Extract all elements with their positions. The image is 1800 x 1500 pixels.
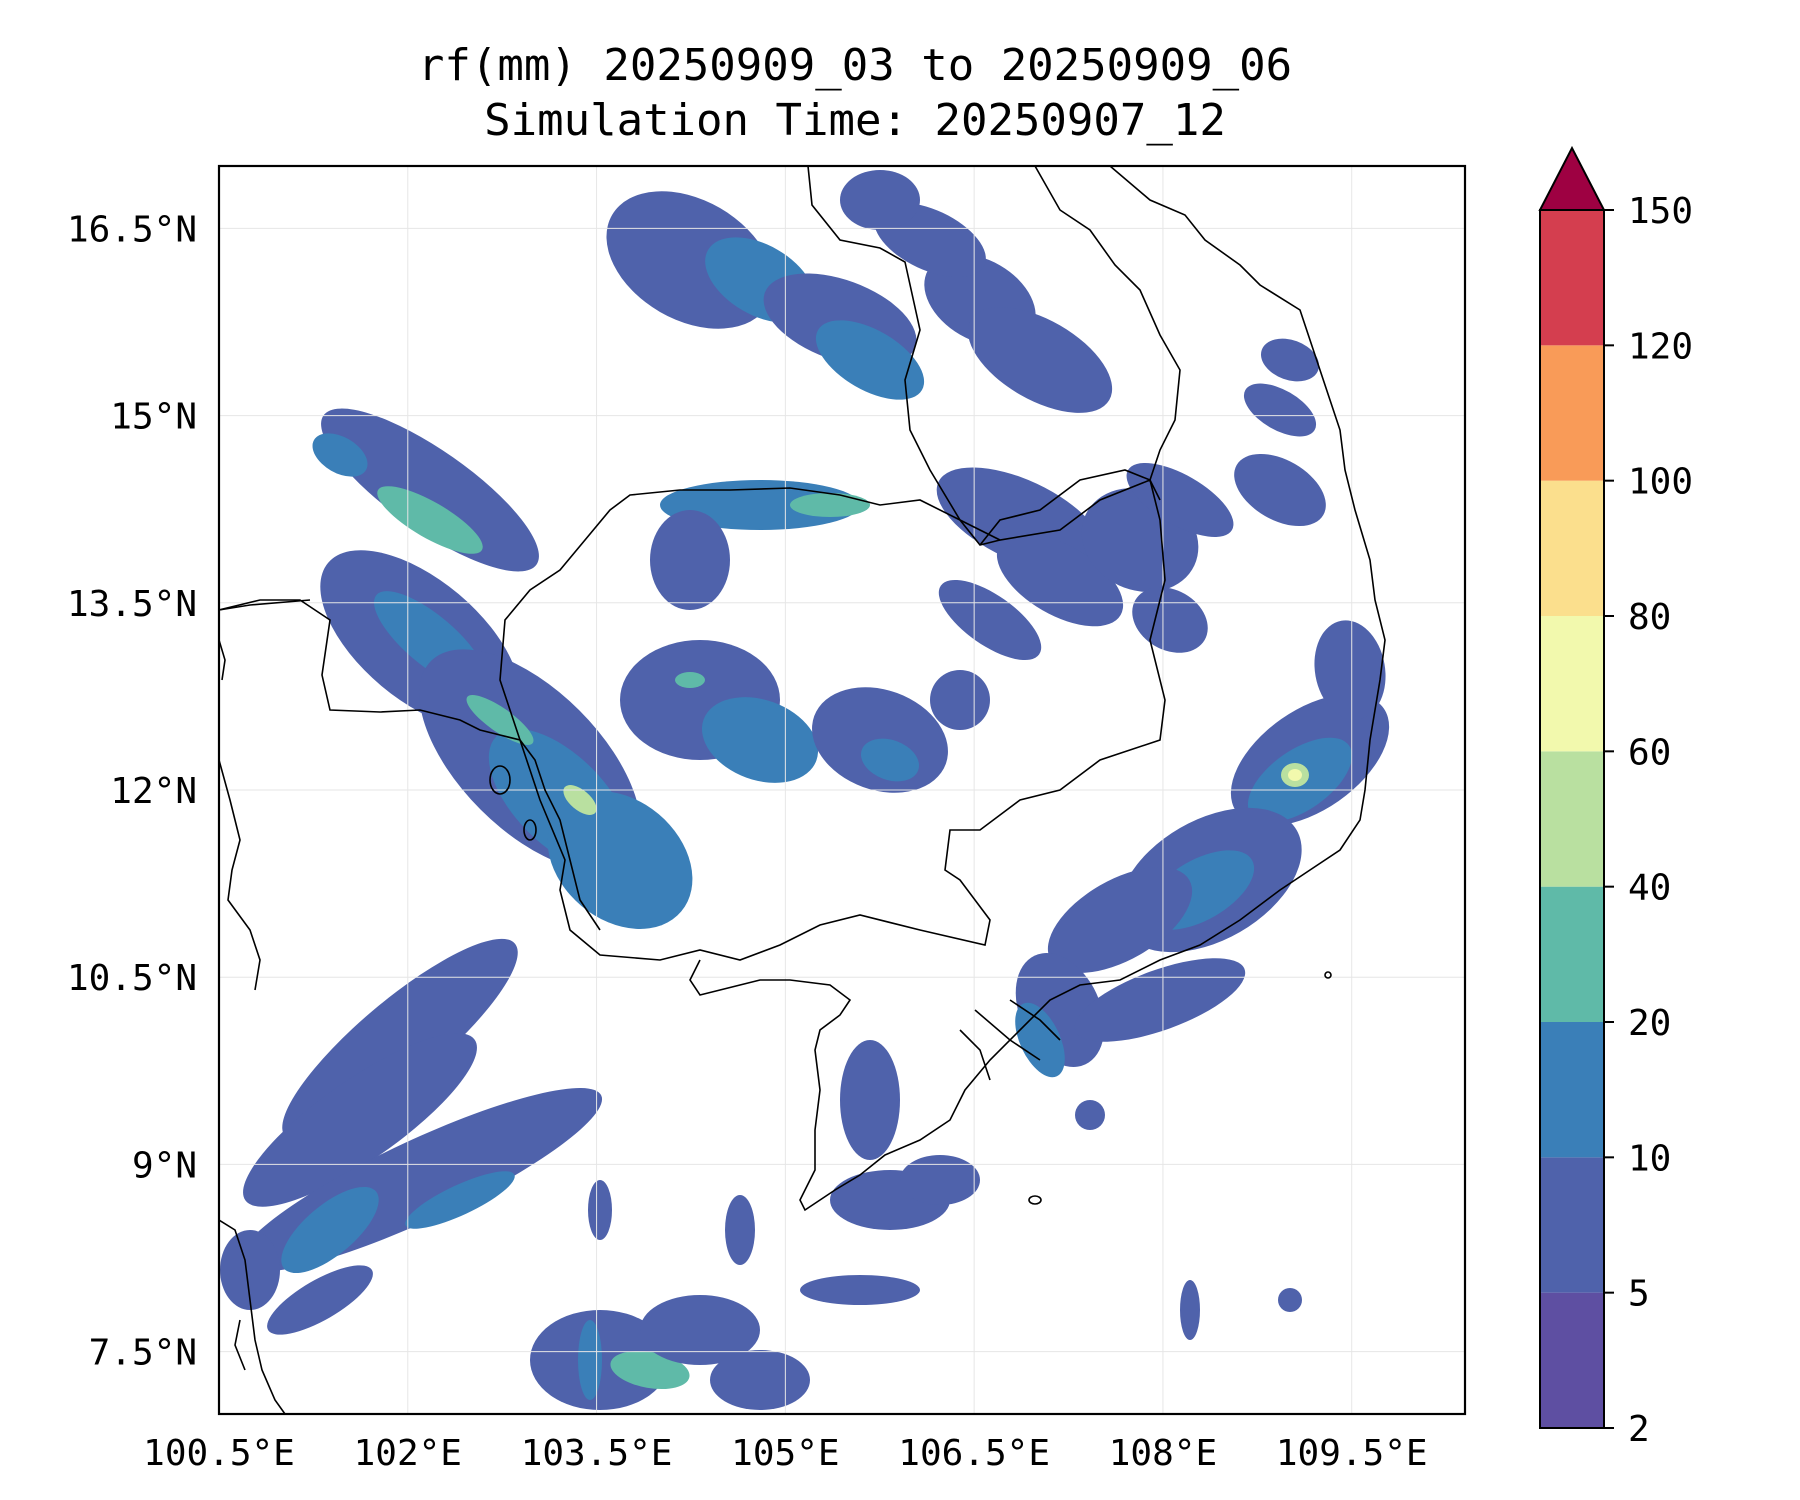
colorbar-tick-label: 2 xyxy=(1628,1409,1650,1450)
colorbar-segment xyxy=(1540,1292,1604,1428)
precipitation-cell xyxy=(800,1275,920,1305)
colorbar-tick-label: 80 xyxy=(1628,597,1671,638)
precipitation-cell xyxy=(1314,620,1386,720)
precipitation-cell xyxy=(640,1295,760,1365)
precipitation-cell xyxy=(790,493,870,517)
colorbar-segment xyxy=(1540,1022,1604,1158)
colorbar-tick-label: 20 xyxy=(1628,1003,1671,1044)
coastline-malaysia xyxy=(219,1219,286,1414)
colorbar-tick-label: 40 xyxy=(1628,868,1671,909)
colorbar-segment xyxy=(1540,480,1604,616)
precipitation-cell xyxy=(1047,867,1193,973)
precipitation-cell xyxy=(1234,453,1326,527)
precipitation-cell xyxy=(267,1265,373,1335)
precipitation-cell xyxy=(1074,958,1246,1042)
colorbar-segment xyxy=(1540,751,1604,887)
lat-tick-label: 7.5°N xyxy=(89,1333,197,1374)
colorbar-extend-triangle xyxy=(1538,145,1606,211)
colorbar-tick-label: 5 xyxy=(1628,1274,1650,1315)
colorbar-segment xyxy=(1540,345,1604,481)
precipitation-cell xyxy=(1180,1280,1200,1340)
lat-tick-label: 13.5°N xyxy=(67,584,197,625)
precipitation-cell xyxy=(675,672,705,688)
map-title-line2: Simulation Time: 20250907_12 xyxy=(484,95,1226,146)
precipitation-cell xyxy=(321,408,539,572)
precipitation-cell xyxy=(243,1033,477,1207)
lat-tick-label: 9°N xyxy=(132,1145,197,1186)
border-north xyxy=(219,599,311,611)
precipitation-cell xyxy=(725,1195,755,1265)
precipitation-cell xyxy=(1260,338,1320,382)
precipitation-cell xyxy=(650,510,730,610)
lon-tick-label: 100.5°E xyxy=(143,1433,295,1474)
map-title-line1: rf(mm) 20250909_03 to 20250909_06 xyxy=(417,40,1293,91)
precipitation-cell xyxy=(930,670,990,730)
precipitation-cell xyxy=(1278,1288,1302,1312)
colorbar-tick-label: 60 xyxy=(1628,732,1671,773)
precipitation-cell xyxy=(1126,463,1234,537)
precipitation-cell xyxy=(312,433,368,477)
precipitation-cell xyxy=(938,579,1042,661)
latitude-labels: 16.5°N 15°N 13.5°N 12°N 10.5°N 9°N 7.5°N xyxy=(67,209,197,1373)
coastline-thailand xyxy=(219,599,601,931)
precipitation-cell xyxy=(563,785,597,815)
map-frame xyxy=(217,164,1467,1416)
lon-tick-label: 108°E xyxy=(1109,1433,1217,1474)
lat-tick-label: 16.5°N xyxy=(67,209,197,250)
lon-tick-label: 106.5°E xyxy=(898,1433,1050,1474)
border-laos-vietnam xyxy=(1034,166,1181,481)
lon-tick-label: 109.5°E xyxy=(1276,1433,1428,1474)
precipitation-cell xyxy=(1243,383,1317,437)
precipitation-cell xyxy=(840,1040,900,1160)
precipitation-cell xyxy=(578,1320,602,1400)
colorbar-segment xyxy=(1540,210,1604,346)
colorbar-tick-label: 10 xyxy=(1628,1138,1671,1179)
border-cambodia xyxy=(499,478,1166,961)
colorbar-tick-label: 100 xyxy=(1628,462,1693,503)
precipitation-cell xyxy=(220,1230,280,1310)
precipitation-cell xyxy=(588,1180,612,1240)
lon-tick-label: 105°E xyxy=(731,1433,839,1474)
coastlines-and-borders xyxy=(219,166,1386,1414)
precipitation-cell xyxy=(860,738,920,782)
lat-tick-label: 15°N xyxy=(110,397,197,438)
colorbar-tick-label: 150 xyxy=(1628,191,1693,232)
lat-tick-label: 10.5°N xyxy=(67,958,197,999)
colorbar-segment xyxy=(1540,1157,1604,1293)
precipitation-cell xyxy=(281,1186,379,1274)
precipitation-cell xyxy=(547,791,693,929)
border-thailand-laos xyxy=(807,166,1001,546)
precipitation-cell xyxy=(967,307,1113,413)
coastline-vietnam xyxy=(689,166,1386,1212)
precipitation-cell xyxy=(815,320,925,400)
precipitation-cell xyxy=(840,170,920,230)
colorbar: 2 5 10 20 40 60 80 100 120 150 xyxy=(1538,145,1693,1450)
precipitation-cell xyxy=(405,1171,515,1229)
precipitation-cell xyxy=(701,697,819,783)
colorbar-tick-label: 120 xyxy=(1628,326,1693,367)
precipitation-field xyxy=(220,170,1390,1410)
precipitation-cell xyxy=(377,486,483,554)
colorbar-segment xyxy=(1540,886,1604,1022)
precipitation-cell xyxy=(900,1155,980,1205)
colorbar-frame xyxy=(1539,209,1605,1429)
longitude-labels: 100.5°E 102°E 103.5°E 105°E 106.5°E 108°E 109.… xyxy=(143,1433,1427,1474)
lat-tick-label: 12°N xyxy=(110,771,197,812)
colorbar-segment xyxy=(1540,616,1604,752)
precipitation-cell xyxy=(1288,769,1302,781)
lon-tick-label: 103.5°E xyxy=(521,1433,673,1474)
precipitation-cell xyxy=(710,1350,810,1410)
precipitation-cell xyxy=(1075,1100,1105,1130)
precipitation-cell xyxy=(610,1350,690,1390)
lon-tick-label: 102°E xyxy=(354,1433,462,1474)
